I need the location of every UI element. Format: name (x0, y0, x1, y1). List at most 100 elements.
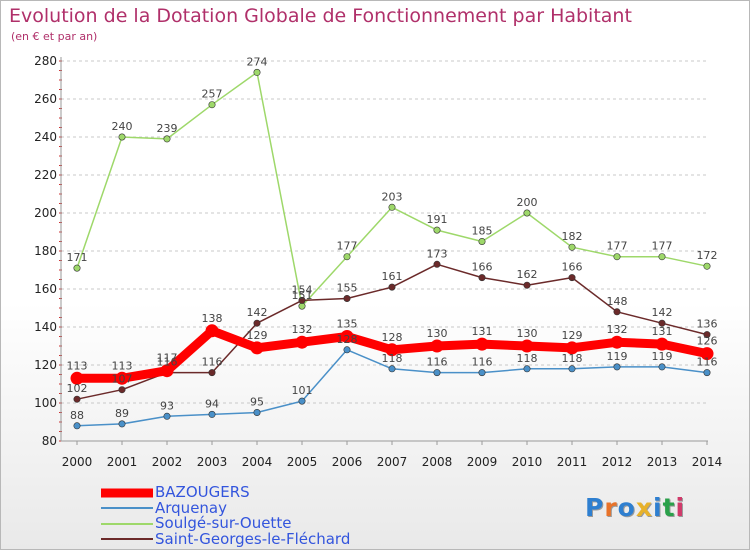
data-point-arquenay[interactable] (163, 412, 171, 420)
data-point-saint-georges-le-flechard[interactable] (208, 369, 216, 377)
data-point-soulge-sur-ouette[interactable] (208, 101, 216, 109)
y-tick-label: 160 (34, 282, 57, 296)
data-label-soulge-sur-ouette: 177 (337, 240, 358, 253)
data-label-soulge-sur-ouette: 240 (112, 120, 133, 133)
data-label-arquenay: 118 (562, 352, 583, 365)
data-label-bazougers: 132 (607, 323, 628, 336)
x-tick-label: 2004 (242, 455, 273, 469)
data-point-soulge-sur-ouette[interactable] (613, 253, 621, 261)
data-point-arquenay[interactable] (388, 365, 396, 373)
data-point-bazougers[interactable] (295, 335, 309, 349)
y-tick-label: 140 (34, 320, 57, 334)
data-label-arquenay: 116 (472, 356, 493, 369)
data-point-saint-georges-le-flechard[interactable] (703, 331, 711, 339)
data-point-soulge-sur-ouette[interactable] (163, 135, 171, 143)
data-label-arquenay: 119 (607, 350, 628, 363)
data-point-saint-georges-le-flechard[interactable] (613, 308, 621, 316)
data-point-soulge-sur-ouette[interactable] (388, 203, 396, 211)
data-point-soulge-sur-ouette[interactable] (703, 262, 711, 270)
chart-title: Evolution de la Dotation Globale de Fonc… (9, 5, 632, 27)
data-point-arquenay[interactable] (703, 369, 711, 377)
data-point-soulge-sur-ouette[interactable] (253, 68, 261, 76)
data-point-soulge-sur-ouette[interactable] (73, 264, 81, 272)
data-point-arquenay[interactable] (343, 346, 351, 354)
proxiti-logo[interactable]: Proxiti (585, 493, 685, 522)
data-point-soulge-sur-ouette[interactable] (523, 209, 531, 217)
data-point-bazougers[interactable] (205, 324, 219, 338)
data-point-saint-georges-le-flechard[interactable] (73, 395, 81, 403)
data-point-arquenay[interactable] (208, 410, 216, 418)
data-point-soulge-sur-ouette[interactable] (568, 243, 576, 251)
logo-letter: i (653, 493, 663, 522)
data-point-saint-georges-le-flechard[interactable] (253, 319, 261, 327)
data-point-bazougers[interactable] (385, 343, 399, 357)
y-tick-label: 180 (34, 244, 57, 258)
data-label-bazougers: 131 (472, 325, 493, 338)
data-point-bazougers[interactable] (160, 364, 174, 378)
data-point-saint-georges-le-flechard[interactable] (298, 296, 306, 304)
data-label-soulge-sur-ouette: 203 (382, 190, 403, 203)
data-point-bazougers[interactable] (610, 335, 624, 349)
data-label-saint-georges-le-flechard: 173 (427, 247, 448, 260)
data-point-saint-georges-le-flechard[interactable] (118, 386, 126, 394)
data-point-saint-georges-le-flechard[interactable] (523, 281, 531, 289)
data-point-bazougers[interactable] (700, 347, 714, 361)
data-point-soulge-sur-ouette[interactable] (118, 133, 126, 141)
x-tick-label: 2005 (287, 455, 318, 469)
x-tick-label: 2010 (512, 455, 543, 469)
data-point-bazougers[interactable] (520, 339, 534, 353)
data-point-bazougers[interactable] (565, 341, 579, 355)
data-label-arquenay: 88 (70, 409, 84, 422)
x-tick-label: 2000 (62, 455, 93, 469)
data-label-arquenay: 119 (652, 350, 673, 363)
data-point-soulge-sur-ouette[interactable] (343, 253, 351, 261)
data-point-saint-georges-le-flechard[interactable] (478, 274, 486, 282)
data-point-soulge-sur-ouette[interactable] (433, 226, 441, 234)
y-tick-label: 100 (34, 396, 57, 410)
data-label-soulge-sur-ouette: 239 (157, 122, 178, 135)
legend-swatch (101, 507, 153, 510)
legend-label: Soulgé-sur-Ouette (155, 514, 292, 532)
data-point-arquenay[interactable] (433, 369, 441, 377)
data-point-saint-georges-le-flechard[interactable] (658, 319, 666, 327)
data-point-arquenay[interactable] (523, 365, 531, 373)
x-tick-label: 2003 (197, 455, 228, 469)
data-labels: 88 89 93 94 95 101 128 118 116 116 118 118 119 119 116… (67, 55, 718, 421)
data-label-soulge-sur-ouette: 177 (652, 240, 673, 253)
data-point-saint-georges-le-flechard[interactable] (388, 283, 396, 291)
data-point-arquenay[interactable] (613, 363, 621, 371)
data-point-soulge-sur-ouette[interactable] (658, 253, 666, 261)
legend-item-soulge-sur-ouette[interactable]: Soulgé-sur-Ouette (101, 514, 401, 532)
data-point-saint-georges-le-flechard[interactable] (433, 260, 441, 268)
data-point-saint-georges-le-flechard[interactable] (343, 294, 351, 302)
data-point-arquenay[interactable] (568, 365, 576, 373)
data-point-arquenay[interactable] (73, 422, 81, 430)
data-label-arquenay: 93 (160, 399, 174, 412)
data-label-saint-georges-le-flechard: 102 (67, 382, 88, 395)
data-point-bazougers[interactable] (340, 330, 354, 343)
data-point-bazougers[interactable] (115, 371, 129, 385)
data-point-arquenay[interactable] (478, 369, 486, 377)
legend: BAZOUGERS Arquenay Soulgé-sur-Ouette Sai… (101, 484, 401, 548)
chart-subtitle: (en € et par an) (11, 30, 98, 43)
data-point-bazougers[interactable] (475, 337, 489, 351)
data-point-soulge-sur-ouette[interactable] (478, 238, 486, 246)
legend-label: Saint-Georges-le-Fléchard (155, 529, 351, 548)
data-point-bazougers[interactable] (430, 339, 444, 353)
legend-item-bazougers[interactable]: BAZOUGERS (101, 484, 401, 501)
data-label-soulge-sur-ouette: 151 (292, 289, 313, 302)
data-point-arquenay[interactable] (658, 363, 666, 371)
legend-item-saint-georges-le-flechard[interactable]: Saint-Georges-le-Fléchard (101, 529, 401, 548)
data-point-bazougers[interactable] (250, 341, 264, 355)
data-point-saint-georges-le-flechard[interactable] (568, 274, 576, 282)
data-point-bazougers[interactable] (70, 371, 84, 385)
data-point-bazougers[interactable] (655, 337, 669, 351)
data-point-arquenay[interactable] (298, 397, 306, 405)
data-label-bazougers: 113 (112, 359, 133, 372)
data-label-saint-georges-le-flechard: 142 (652, 306, 673, 319)
legend-item-arquenay[interactable]: Arquenay (101, 500, 401, 517)
data-point-arquenay[interactable] (253, 408, 261, 416)
data-label-saint-georges-le-flechard: 142 (247, 306, 268, 319)
data-point-arquenay[interactable] (118, 420, 126, 428)
